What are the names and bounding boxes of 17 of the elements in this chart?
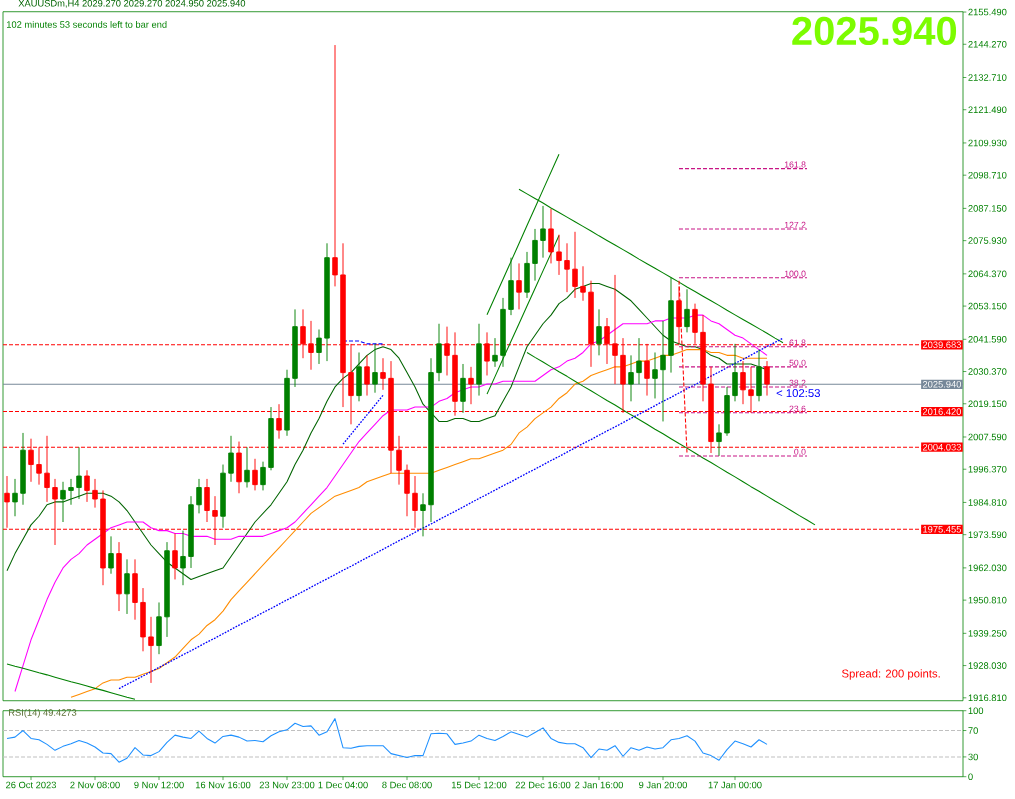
chart-title: RSI(14) 49.4273: [9, 709, 77, 718]
x-tick-label: 8 Dec 08:00: [382, 781, 432, 789]
x-tick-label: 17 Jan 00:00: [708, 781, 762, 789]
y-tick-label: 100: [968, 707, 984, 715]
x-tick-label: 9 Nov 12:00: [134, 781, 184, 789]
x-tick-label: 1 Dec 04:00: [318, 781, 368, 789]
x-tick-label: 15 Dec 12:00: [451, 781, 507, 789]
y-tick-label: 0: [968, 773, 973, 781]
x-tick-label: 23 Nov 23:00: [259, 781, 315, 789]
x-tick-label: 16 Nov 16:00: [195, 781, 251, 789]
y-tick-label: 30: [968, 753, 978, 761]
x-tick-label: 22 Dec 16:00: [515, 781, 571, 789]
x-tick-label: 26 Oct 2023: [6, 781, 56, 789]
x-tick-label: 9 Jan 20:00: [639, 781, 688, 789]
x-tick-label: 2 Nov 08:00: [70, 781, 120, 789]
x-tick-label: 2 Jan 16:00: [575, 781, 624, 789]
y-tick-label: 70: [968, 727, 978, 734]
